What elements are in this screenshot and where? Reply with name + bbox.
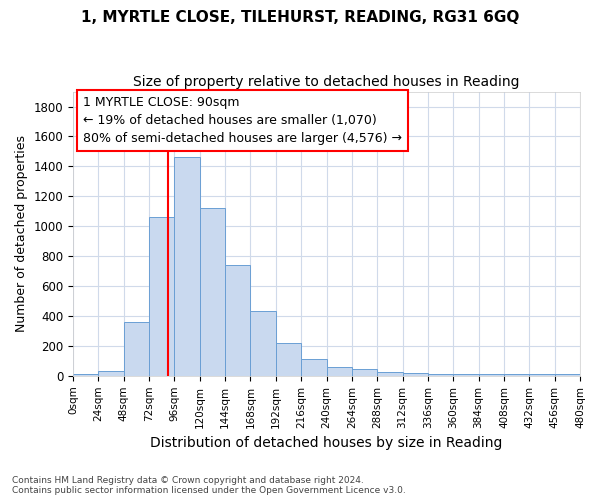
Bar: [175, 158, 200, 376]
Bar: [479, 374, 504, 376]
Bar: [453, 374, 479, 376]
Bar: [326, 367, 352, 376]
Text: 1, MYRTLE CLOSE, TILEHURST, READING, RG31 6GQ: 1, MYRTLE CLOSE, TILEHURST, READING, RG3…: [81, 10, 519, 25]
Bar: [124, 322, 149, 376]
Bar: [73, 374, 98, 376]
Y-axis label: Number of detached properties: Number of detached properties: [15, 135, 28, 332]
X-axis label: Distribution of detached houses by size in Reading: Distribution of detached houses by size …: [151, 436, 503, 450]
Text: Contains HM Land Registry data © Crown copyright and database right 2024.
Contai: Contains HM Land Registry data © Crown c…: [12, 476, 406, 495]
Bar: [301, 358, 326, 376]
Bar: [250, 310, 276, 376]
Bar: [377, 372, 403, 376]
Bar: [149, 217, 175, 376]
Bar: [554, 374, 580, 376]
Bar: [98, 372, 124, 376]
Bar: [428, 374, 453, 376]
Bar: [403, 373, 428, 376]
Bar: [276, 343, 301, 376]
Bar: [225, 265, 250, 376]
Bar: [200, 208, 225, 376]
Title: Size of property relative to detached houses in Reading: Size of property relative to detached ho…: [133, 75, 520, 89]
Bar: [352, 369, 377, 376]
Bar: [529, 374, 554, 376]
Bar: [504, 374, 529, 376]
Text: 1 MYRTLE CLOSE: 90sqm
← 19% of detached houses are smaller (1,070)
80% of semi-d: 1 MYRTLE CLOSE: 90sqm ← 19% of detached …: [83, 96, 402, 145]
